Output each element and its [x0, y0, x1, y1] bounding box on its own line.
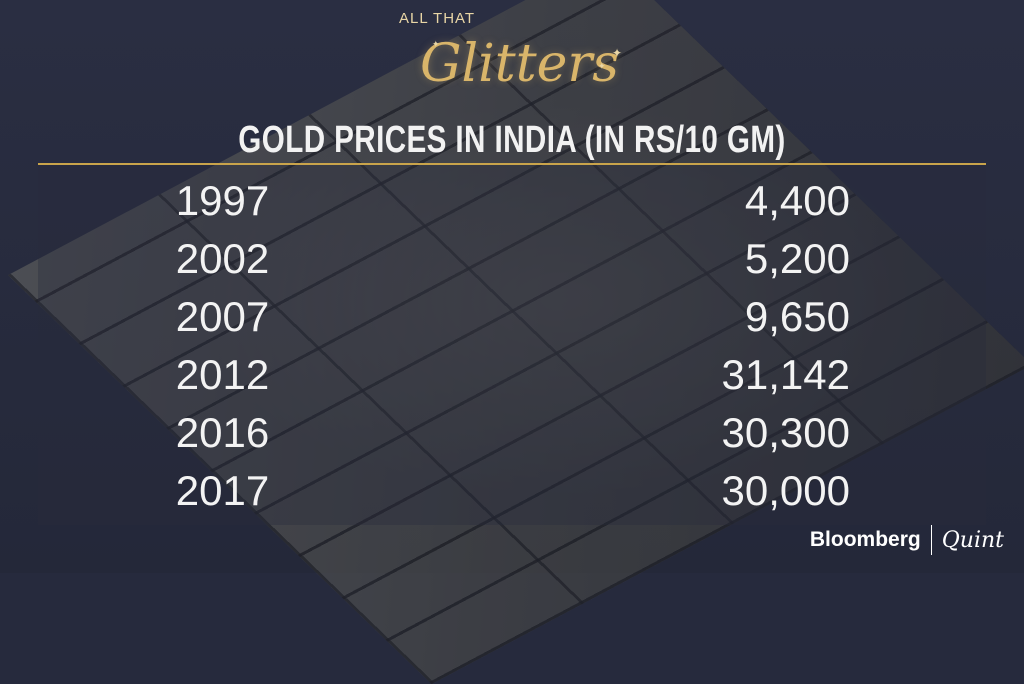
year-cell: 2007: [175, 293, 270, 340]
divider-rule: [38, 163, 986, 165]
price-cell: 5,200: [744, 235, 850, 282]
price-cell: 30,300: [721, 409, 850, 456]
year-cell: 2012: [175, 351, 270, 398]
kicker-text: ALL THAT: [399, 10, 476, 27]
sparkle-icon: ✦: [432, 40, 440, 50]
quint-logo: Quint: [941, 527, 1004, 553]
sparkle-icon: ✦: [598, 62, 606, 72]
bloomberg-logo: Bloomberg: [809, 528, 921, 551]
footer-brand: Bloomberg Quint: [810, 525, 1004, 555]
year-cell: 2016: [175, 409, 270, 456]
price-cell: 9,650: [744, 293, 850, 340]
table-panel: [38, 165, 986, 525]
year-cell: 2017: [175, 467, 270, 514]
price-cell: 4,400: [744, 177, 850, 224]
chart-title: GOLD PRICES IN INDIA (IN RS/10 GM): [238, 119, 786, 161]
script-logo: Glitters: [420, 34, 619, 94]
year-cell: 2002: [175, 235, 270, 282]
sparkle-icon: ✦: [612, 46, 623, 60]
brand-separator: [930, 525, 932, 555]
year-cell: 1997: [175, 177, 270, 224]
price-cell: 31,142: [721, 351, 850, 398]
price-cell: 30,000: [721, 467, 850, 514]
